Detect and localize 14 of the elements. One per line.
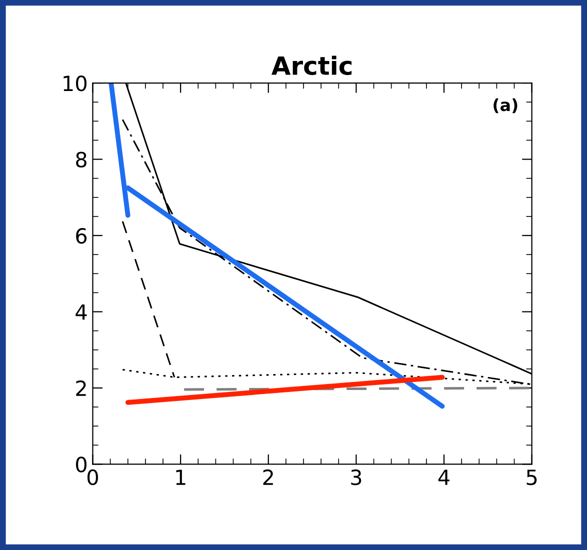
x-tick-label: 0 [87, 469, 98, 486]
chart-title: Arctic [271, 56, 352, 76]
x-tick-label: 3 [351, 469, 362, 486]
annotation: (a) [494, 98, 518, 114]
y-tick-label: 10 [64, 76, 86, 92]
x-tick-label: 1 [176, 470, 186, 485]
y-tick-label: 2 [76, 380, 86, 396]
y-tick-label: 4 [76, 304, 87, 320]
x-tick-label: 4 [438, 470, 450, 485]
y-tick-label: 0 [76, 456, 86, 472]
x-tick-label: 5 [526, 470, 537, 486]
y-tick-label: 6 [76, 228, 87, 244]
x-tick-label: 2 [263, 469, 273, 485]
y-tick-label: 8 [76, 152, 86, 168]
